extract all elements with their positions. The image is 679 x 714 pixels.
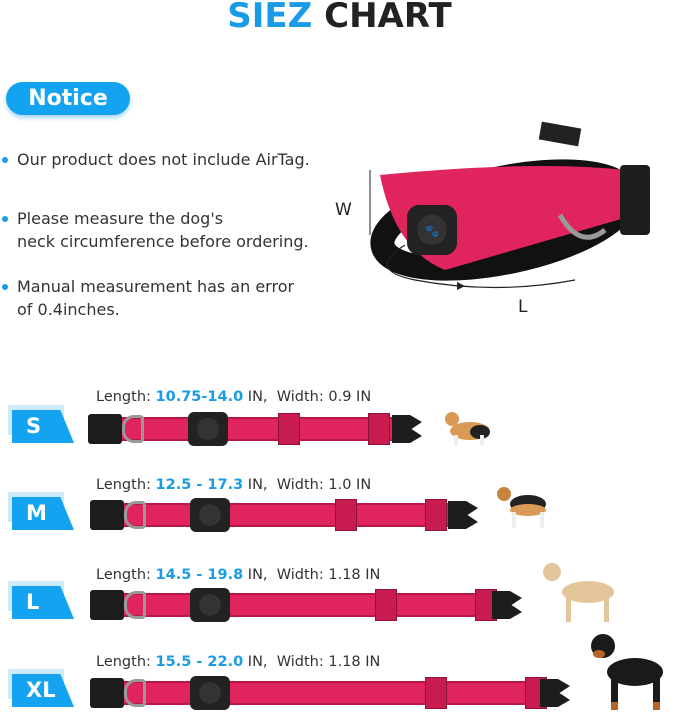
beagle-icon: [497, 487, 546, 528]
bullet-icon: [2, 157, 8, 163]
size-spec: Length: 12.5 - 17.3 IN, Width: 1.0 IN: [96, 477, 372, 493]
rottweiler-icon: [591, 634, 663, 710]
width-label: W: [335, 200, 352, 220]
size-spec: Length: 15.5 - 22.0 IN, Width: 1.18 IN: [96, 654, 381, 670]
size-badge: L: [8, 581, 74, 619]
collar-diagram: 🐾 W L: [335, 120, 665, 320]
notice-item: Please measure the dog's neck circumferen…: [2, 207, 309, 253]
collar-xl-image: [90, 676, 570, 710]
collar-product-image: 🐾 W L: [335, 121, 650, 317]
svg-text:🐾: 🐾: [425, 224, 440, 238]
notice-badge: Notice: [6, 82, 130, 115]
size-badge: XL: [8, 669, 74, 707]
length-label: L: [518, 297, 528, 317]
bullet-icon: [2, 284, 8, 290]
notice-item: Our product does not include AirTag.: [2, 148, 310, 171]
size-badge: M: [8, 492, 74, 530]
notice-item: Manual measurement has an error of 0.4inc…: [2, 275, 294, 321]
corgi-icon: [445, 412, 490, 445]
collar-m-image: [90, 498, 478, 532]
collar-l-image: [90, 588, 522, 622]
bullet-icon: [2, 216, 8, 222]
size-spec: Length: 14.5 - 19.8 IN, Width: 1.18 IN: [96, 567, 381, 583]
page-title: SIEZ CHART: [227, 0, 452, 36]
collar-s-image: [88, 412, 422, 446]
size-spec: Length: 10.75-14.0 IN, Width: 0.9 IN: [96, 389, 372, 405]
labrador-icon: [543, 563, 614, 622]
size-badge: S: [8, 405, 74, 443]
